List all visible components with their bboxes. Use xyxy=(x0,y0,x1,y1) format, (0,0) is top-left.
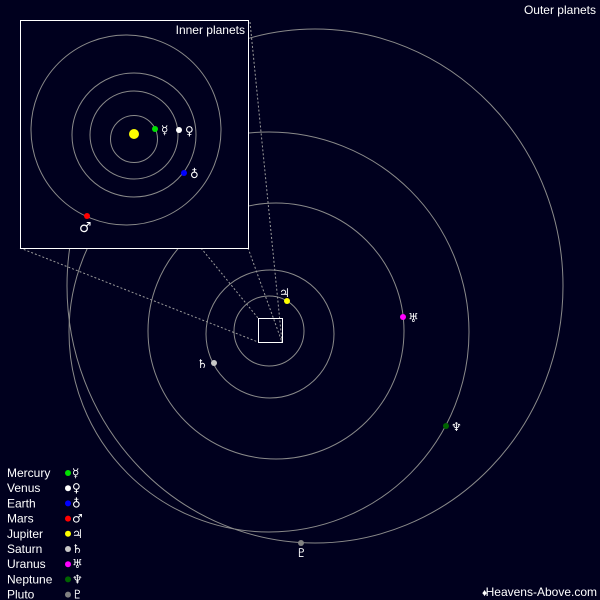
orbit-uranus xyxy=(147,202,405,460)
legend-symbol: ♅ xyxy=(72,557,83,571)
inner-planets-inset: ☿ ♀ ♁ ♂ Inner planets xyxy=(20,20,249,249)
legend-symbol: ♁ xyxy=(72,496,81,510)
planet-mercury[interactable] xyxy=(152,126,158,132)
legend-name: Jupiter xyxy=(7,527,43,541)
legend-dot xyxy=(65,546,71,552)
legend-symbol: ♄ xyxy=(72,542,83,556)
legend-dot xyxy=(65,500,71,507)
orbit-venus xyxy=(89,90,179,180)
orbit-neptune xyxy=(68,131,470,533)
symbol-earth: ♁ xyxy=(190,167,199,181)
sun xyxy=(129,129,139,139)
legend-name: Venus xyxy=(7,481,40,495)
credit-link[interactable]: Heavens-Above.com xyxy=(486,585,597,599)
legend-symbol: ♂ xyxy=(72,512,83,526)
legend-name: Mercury xyxy=(7,466,50,480)
symbol-uranus: ♅ xyxy=(408,311,419,325)
planet-saturn[interactable] xyxy=(211,360,217,366)
legend-symbol: ♆ xyxy=(72,572,83,586)
symbol-mercury: ☿ xyxy=(161,123,168,137)
legend-name: Saturn xyxy=(7,542,42,556)
credit-icon: ♦ xyxy=(482,588,487,599)
zoom-line xyxy=(200,247,259,319)
legend-dot xyxy=(65,591,71,598)
symbol-venus: ♀ xyxy=(185,124,194,138)
inner-region-box xyxy=(258,318,283,343)
orbit-mars xyxy=(30,34,222,226)
symbol-jupiter: ♃ xyxy=(279,286,290,300)
orbit-pluto xyxy=(66,28,564,544)
legend: Mercury ☿ Venus ♀ Earth ♁ Mars ♂ Jupiter ♃ Saturn ♄… xyxy=(7,466,83,600)
legend-dot xyxy=(65,515,71,522)
orbit-saturn xyxy=(205,269,335,399)
legend-symbol: ♃ xyxy=(72,527,83,541)
symbol-saturn: ♄ xyxy=(197,357,208,371)
legend-symbol: ♀ xyxy=(72,481,81,495)
orbit-earth xyxy=(71,72,197,198)
planet-venus[interactable] xyxy=(176,127,182,133)
symbol-pluto: ♇ xyxy=(296,546,307,560)
legend-dot xyxy=(65,576,71,583)
symbol-neptune: ♆ xyxy=(451,420,462,434)
legend-name: Neptune xyxy=(7,572,53,586)
zoom-line xyxy=(19,247,259,343)
legend-dot xyxy=(65,470,71,476)
planet-mars[interactable] xyxy=(84,213,90,219)
legend-symbol: ♇ xyxy=(72,588,83,600)
zoom-line xyxy=(247,247,283,343)
view-title: Outer planets xyxy=(524,3,596,17)
legend-name: Mars xyxy=(7,512,34,526)
legend-symbol: ☿ xyxy=(72,466,79,480)
legend-dot xyxy=(65,485,71,492)
legend-name: Uranus xyxy=(7,557,46,571)
inset-title: Inner planets xyxy=(176,23,245,37)
planet-earth[interactable] xyxy=(181,170,187,176)
zoom-line xyxy=(249,21,283,343)
legend-name: Pluto xyxy=(7,588,35,600)
legend-dot xyxy=(65,530,71,537)
planet-neptune[interactable] xyxy=(443,423,449,429)
planet-pluto[interactable] xyxy=(298,540,304,546)
legend-dot xyxy=(65,561,71,568)
planet-jupiter[interactable] xyxy=(284,298,290,304)
planet-uranus[interactable] xyxy=(400,314,406,320)
legend-name: Earth xyxy=(7,496,36,510)
symbol-mars: ♂ xyxy=(79,220,92,236)
orbit-jupiter xyxy=(233,295,305,367)
orbit-mercury xyxy=(110,115,158,163)
